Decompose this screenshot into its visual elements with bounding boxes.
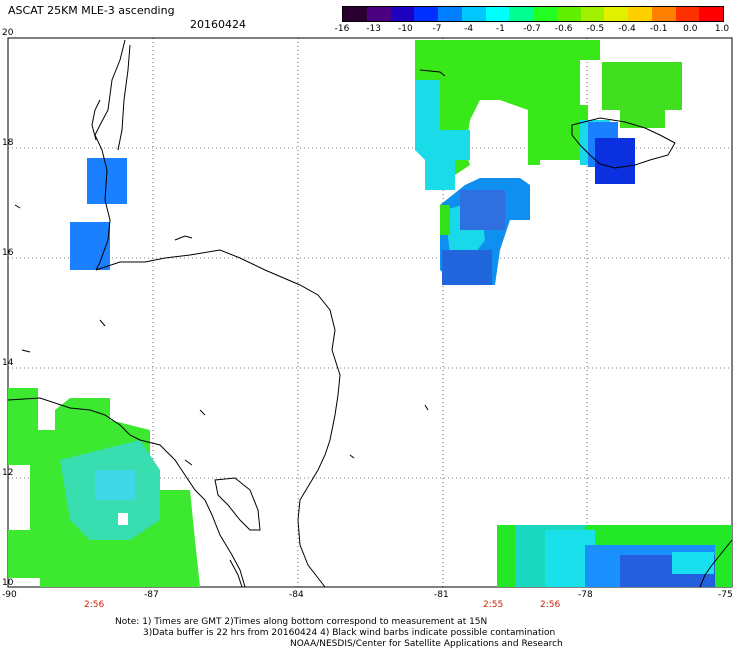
time-label: 2:56	[540, 600, 561, 610]
data-patch	[442, 250, 492, 285]
colorbar-label: -0.6	[554, 24, 573, 34]
colorbar-swatch	[509, 7, 533, 21]
colorbar-label: -16	[334, 24, 350, 34]
colorbar-label: -1	[495, 24, 505, 34]
data-patch	[87, 158, 127, 204]
colorbar-label: -10	[397, 24, 413, 34]
y-tick-label: 14	[2, 358, 14, 368]
colorbar-swatch	[533, 7, 557, 21]
time-label: 2:56	[84, 600, 105, 610]
colorbar-labels: -16 -13 -10 -7 -4 -1 -0.7 -0.6 -0.5 -0.4 -0.1 0.0 1.…	[325, 24, 739, 36]
colorbar-swatch	[343, 7, 367, 21]
map-title: ASCAT 25KM MLE-3 ascending	[8, 4, 175, 17]
data-patch	[415, 80, 470, 190]
colorbar-swatch	[438, 7, 462, 21]
data-patch	[672, 552, 714, 574]
colorbar-label: -0.5	[586, 24, 605, 34]
colorbar-label: -0.4	[618, 24, 636, 34]
colorbar-swatch	[580, 7, 605, 21]
coastlines	[7, 39, 733, 588]
map-date: 20160424	[190, 18, 246, 31]
note-line-3: NOAA/NESDIS/Center for Satellite Applica…	[290, 639, 563, 649]
y-tick-label: 20	[2, 28, 14, 38]
y-tick-label: 10	[2, 578, 14, 588]
colorbar-swatch	[461, 7, 486, 21]
colorbar-label: -0.1	[649, 24, 668, 34]
colorbar-swatch	[604, 7, 628, 21]
colorbar-label: -4	[464, 24, 474, 34]
y-tick-label: 16	[2, 248, 14, 258]
x-tick-label: -75	[718, 590, 733, 600]
data-patch	[620, 108, 665, 128]
colorbar	[342, 6, 724, 22]
note-line-1: Note: 1) Times are GMT 2)Times along bot…	[115, 617, 488, 627]
colorbar-swatch	[485, 7, 510, 21]
colorbar-label: -13	[366, 24, 381, 34]
colorbar-swatch	[556, 7, 581, 21]
colorbar-swatch	[414, 7, 438, 21]
data-patch	[595, 138, 635, 184]
data-patch	[440, 205, 450, 235]
colorbar-label: -7	[432, 24, 442, 34]
colorbar-swatch	[366, 7, 391, 21]
data-patch	[602, 62, 682, 110]
y-tick-label: 18	[2, 138, 14, 148]
data-patch	[460, 190, 505, 230]
x-tick-label: -90	[2, 590, 17, 600]
colorbar-swatch	[651, 7, 676, 21]
colorbar-label: 0.0	[683, 24, 698, 34]
note-line-2: 3)Data buffer is 22 hrs from 20160424 4)…	[143, 628, 556, 638]
x-tick-label: -81	[434, 590, 449, 600]
colorbar-swatch	[675, 7, 700, 21]
x-tick-label: -84	[289, 590, 304, 600]
data-patch	[70, 222, 110, 270]
colorbar-swatch	[390, 7, 415, 21]
colorbar-label: 1.0	[714, 24, 730, 34]
x-tick-label: -78	[578, 590, 593, 600]
data-patch	[118, 513, 128, 525]
x-tick-label: -87	[144, 590, 159, 600]
plot-frame	[7, 37, 733, 588]
y-tick-label: 12	[2, 468, 14, 478]
colorbar-label: -0.7	[523, 24, 541, 34]
colorbar-swatch	[628, 7, 652, 21]
time-label: 2:55	[483, 600, 504, 610]
data-patch	[95, 470, 135, 500]
wind-data-patches	[8, 40, 732, 587]
colorbar-swatch	[699, 7, 723, 21]
